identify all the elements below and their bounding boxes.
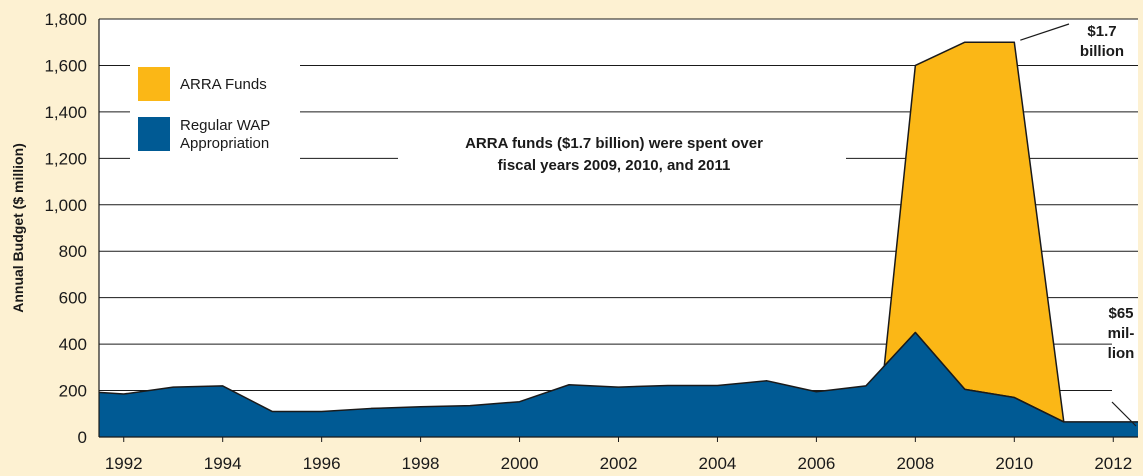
x-tick-label: 2010	[995, 454, 1033, 473]
peak-callout-box	[1068, 20, 1136, 62]
end-callout-bg	[1112, 300, 1138, 392]
area-regular-wap	[99, 332, 1138, 437]
legend-label: ARRA Funds	[180, 76, 267, 93]
end-callout-leader	[1111, 401, 1137, 427]
x-tick-label: 1996	[303, 454, 341, 473]
y-tick-label: 1,400	[44, 103, 87, 122]
legend-swatch	[138, 117, 170, 151]
end-callout-line-1: $65	[1108, 305, 1133, 322]
y-tick-label: 600	[59, 289, 87, 308]
x-tick-label: 2006	[797, 454, 835, 473]
x-tick-label: 2000	[501, 454, 539, 473]
note-box	[398, 128, 846, 184]
y-tick-label: 0	[78, 428, 87, 447]
note-text-line-2: fiscal years 2009, 2010, and 2011	[498, 157, 731, 174]
y-tick-label: 1,000	[44, 196, 87, 215]
x-tick-label: 2004	[699, 454, 737, 473]
peak-callout-line-2: billion	[1080, 43, 1124, 60]
annotations: ARRA funds ($1.7 billion) were spent ove…	[398, 20, 1138, 427]
x-tick-label: 1992	[105, 454, 143, 473]
end-callout-line-3: lion	[1108, 345, 1135, 362]
peak-callout-leader	[1020, 23, 1070, 41]
x-tick-label: 2002	[600, 454, 638, 473]
x-tick-label: 2012	[1094, 454, 1132, 473]
note-text-line-1: ARRA funds ($1.7 billion) were spent ove…	[465, 135, 763, 152]
axes: 0 200 400 600 800 1,000 1,200 1,400 1,600 1,800 19…	[10, 10, 1138, 473]
y-tick-label: 200	[59, 382, 87, 401]
x-tick-label: 1994	[204, 454, 242, 473]
y-axis-title: Annual Budget ($ million)	[10, 143, 26, 313]
end-callout-line-2: mil-	[1108, 325, 1135, 342]
y-tick-label: 1,600	[44, 56, 87, 75]
area-series	[98, 41, 1138, 437]
line-regular-wap	[98, 331, 1138, 423]
y-tick-label: 1,800	[44, 10, 87, 29]
y-tick-label: 800	[59, 242, 87, 261]
x-tick-label: 1998	[402, 454, 440, 473]
legend-swatch	[138, 67, 170, 101]
y-tick-label: 1,200	[44, 149, 87, 168]
peak-callout-line-1: $1.7	[1087, 23, 1116, 40]
legend: ARRA Funds Regular WAP Appropriation	[130, 60, 300, 165]
x-tick-label: 2008	[896, 454, 934, 473]
y-tick-label: 400	[59, 335, 87, 354]
legend-label: Regular WAP Appropriation	[180, 117, 270, 152]
